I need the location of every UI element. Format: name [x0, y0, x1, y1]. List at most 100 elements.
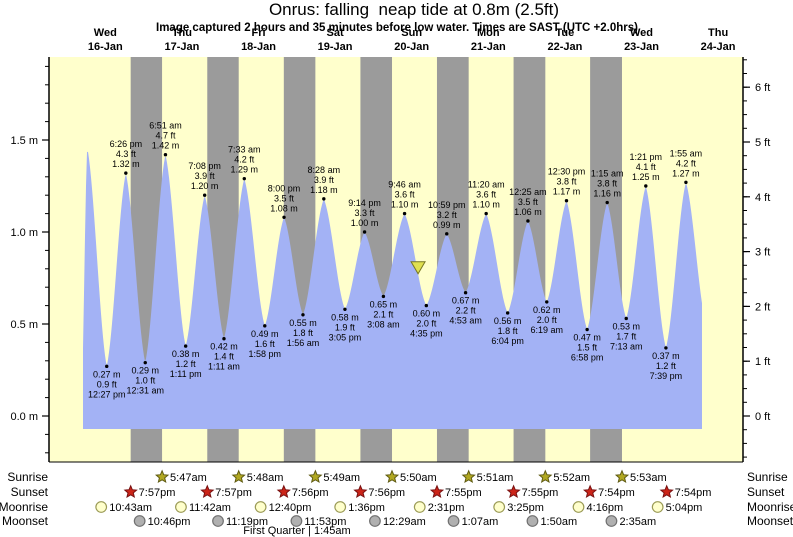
tide-extreme-dot [605, 200, 609, 205]
high-tide-annotation: 4.3 ft [116, 149, 137, 159]
low-tide-annotation: 1:58 pm [249, 349, 282, 359]
moonset-moon-icon [212, 515, 224, 527]
high-tide-annotation: 4.7 ft [155, 131, 176, 141]
tide-extreme-dot [163, 153, 168, 157]
sunrise-row-label-right: Sunrise [747, 470, 788, 484]
tide-extreme-dot [222, 337, 226, 341]
low-tide-annotation: 12:31 am [126, 386, 164, 396]
day-date-label: 16-Jan [88, 41, 123, 53]
tide-extreme-dot [505, 311, 510, 315]
high-tide-annotation: 3.8 ft [556, 177, 577, 187]
day-name-label: Thu [708, 27, 728, 39]
high-tide-annotation: 9:46 am [388, 180, 421, 190]
moonrise-moon-icon [254, 501, 267, 513]
left-axis-tick-label: 1.0 m [10, 227, 38, 239]
high-tide-annotation: 3.8 ft [597, 179, 618, 189]
tide-extreme-dot [424, 303, 429, 308]
high-tide-annotation: 12:25 am [509, 187, 547, 197]
moonset-moon-icon [447, 515, 460, 527]
low-tide-annotation: 12:27 pm [88, 389, 126, 399]
day-name-label: Wed [94, 27, 117, 39]
high-tide-annotation: 1.27 m [672, 168, 700, 178]
high-tide-annotation: 1.18 m [310, 185, 338, 195]
right-axis-tick-label: 4 ft [755, 192, 770, 204]
day-name-label: Wed [630, 27, 653, 39]
moonset-time: 10:46pm [148, 516, 191, 528]
low-tide-annotation: 1.6 ft [255, 339, 276, 349]
tide-extreme-dot [105, 364, 109, 369]
moonrise-time: 2:31pm [428, 502, 465, 514]
sunset-time: 7:55pm [522, 487, 559, 499]
high-tide-annotation: 1.06 m [514, 207, 542, 217]
right-axis-tick-label: 1 ft [755, 356, 770, 368]
low-tide-annotation: 1.2 ft [176, 359, 197, 369]
capture-time-marker-icon [410, 261, 426, 275]
tide-extreme-dot [322, 197, 326, 201]
moonrise-moon-icon [413, 501, 426, 513]
sunset-star-icon [506, 484, 521, 499]
sunrise-time: 5:52am [553, 472, 590, 484]
low-tide-annotation: 7:13 am [610, 341, 643, 351]
low-tide-annotation: 0.47 m [573, 333, 601, 343]
low-tide-annotation: 1:11 pm [170, 369, 202, 379]
high-tide-annotation: 1.08 m [270, 203, 298, 213]
low-tide-annotation: 0.60 m [413, 309, 441, 319]
tide-extreme-dot [202, 193, 207, 197]
low-tide-annotation: 1:11 am [208, 362, 240, 372]
high-tide-annotation: 3.2 ft [437, 210, 458, 220]
sunset-star-icon [429, 484, 445, 499]
sunset-star-icon [276, 484, 291, 499]
tide-extreme-dot [624, 316, 628, 321]
moonrise-moon-icon [334, 501, 347, 513]
day-date-label: 17-Jan [164, 41, 199, 53]
left-axis-tick-label: 0.5 m [10, 319, 38, 331]
tide-area [83, 151, 702, 430]
moonrise-time: 12:40pm [269, 502, 312, 514]
right-axis-tick-label: 0 ft [755, 411, 770, 423]
high-tide-annotation: 1.42 m [152, 141, 180, 151]
capture-note: Image captured 2 hours and 35 minutes be… [156, 22, 638, 34]
high-tide-annotation: 1.10 m [391, 200, 419, 210]
day-date-label: 20-Jan [394, 41, 429, 53]
tide-extreme-dot [684, 180, 688, 185]
tide-extreme-dot [564, 199, 569, 203]
tide-extreme-dot [242, 176, 246, 181]
moonrise-row-label-right: Moonrise [747, 500, 793, 514]
moonset-row-label-left: Moonset [2, 514, 49, 528]
sunrise-star-icon [154, 469, 170, 484]
sunrise-time: 5:53am [630, 472, 667, 484]
day-name-label: Sat [327, 27, 344, 39]
high-tide-annotation: 1:15 am [591, 169, 624, 179]
moonset-moon-icon [290, 515, 303, 527]
sunrise-time: 5:48am [247, 472, 284, 484]
day-date-label: 22-Jan [547, 41, 582, 53]
low-tide-annotation: 4:53 am [449, 316, 482, 326]
high-tide-annotation: 3.6 ft [476, 190, 497, 200]
moonrise-row-label-left: Moonrise [0, 500, 48, 514]
tide-extreme-dot [124, 171, 128, 175]
high-tide-annotation: 1.16 m [593, 189, 621, 199]
sunset-time: 7:56pm [292, 487, 329, 499]
tide-extreme-dot [526, 219, 530, 223]
sunset-star-icon [200, 484, 215, 499]
moonset-row-label-right: Moonset [747, 514, 793, 528]
moon-phase-label: First Quarter | 1:45am [243, 525, 350, 537]
high-tide-annotation: 9:14 pm [348, 198, 381, 208]
moonrise-moon-icon [175, 501, 187, 513]
tide-extreme-dot [343, 307, 347, 311]
low-tide-annotation: 0.37 m [652, 351, 680, 361]
sunrise-time: 5:47am [170, 472, 207, 484]
high-tide-annotation: 8:28 am [308, 165, 341, 175]
high-tide-annotation: 3.3 ft [355, 208, 376, 218]
low-tide-annotation: 0.9 ft [97, 379, 118, 389]
high-tide-annotation: 4.2 ft [234, 155, 255, 165]
low-tide-annotation: 1.9 ft [335, 322, 356, 332]
moonrise-moon-icon [651, 501, 664, 513]
tide-extreme-dot [301, 313, 305, 317]
tide-extreme-dot [463, 291, 468, 295]
high-tide-annotation: 6:26 pm [110, 139, 143, 149]
high-tide-annotation: 1.10 m [472, 200, 500, 210]
low-tide-annotation: 0.53 m [612, 321, 640, 331]
